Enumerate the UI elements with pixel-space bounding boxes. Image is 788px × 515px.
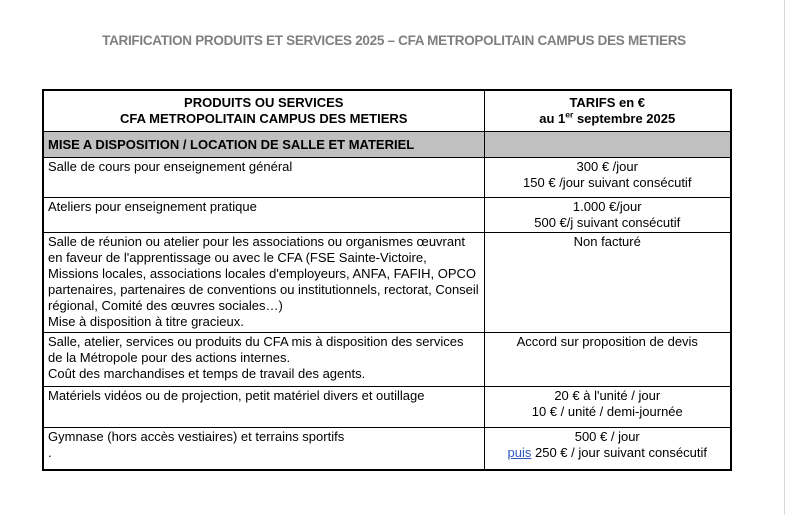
tarif-cell: 300 € /jour 150 € /jour suivant consécuti… — [483, 157, 732, 198]
header-products-services: PRODUITS OU SERVICES CFA METROPOLITAIN C… — [42, 89, 485, 132]
service-text-line: Salle de réunion ou atelier pour les ass… — [48, 234, 479, 313]
tarif-text-line: 20 € à l'unité / jour — [554, 388, 661, 403]
header-tarifs-line2: au 1er septembre 2025 — [539, 109, 676, 126]
tarif-cell: Accord sur proposition de devis — [483, 332, 732, 387]
service-cell: Salle de réunion ou atelier pour les ass… — [42, 232, 485, 333]
table-row: Gymnase (hors accès vestiaires) et terra… — [42, 427, 732, 470]
tarif-text-line: Non facturé — [573, 234, 641, 249]
tarif-cell: 1.000 €/jour 500 €/j suivant consécutif — [483, 197, 732, 233]
service-text-line: Mise à disposition à titre gracieux. — [48, 314, 244, 329]
tarif-cell: 20 € à l'unité / jour 10 € / unité / demi… — [483, 386, 732, 428]
service-cell: Salle de cours pour enseignement général — [42, 157, 485, 198]
tarif-cell: 500 € / jour puis 250 € / jour suivant co… — [483, 427, 732, 470]
service-text-line: Ateliers pour enseignement pratique — [48, 199, 257, 214]
service-cell: Matériels vidéos ou de projection, petit… — [42, 386, 485, 428]
table-row: Matériels vidéos ou de projection, petit… — [42, 386, 732, 428]
header-products-line1: PRODUITS OU SERVICES — [184, 95, 344, 110]
service-cell: Ateliers pour enseignement pratique — [42, 197, 485, 233]
table-row: Salle de réunion ou atelier pour les ass… — [42, 232, 732, 333]
table-row: Ateliers pour enseignement pratique 1.000… — [42, 197, 732, 233]
service-text-line: Gymnase (hors accès vestiaires) et terra… — [48, 429, 345, 444]
service-text-line: . — [48, 445, 52, 460]
tarification-table: PRODUITS OU SERVICES CFA METROPOLITAIN C… — [42, 89, 732, 471]
document-title: TARIFICATION PRODUITS ET SERVICES 2025 –… — [102, 33, 686, 48]
table-header-row: PRODUITS OU SERVICES CFA METROPOLITAIN C… — [42, 89, 732, 132]
tarif-text-line: 10 € / unité / demi-journée — [531, 404, 683, 419]
superscript-er: er — [565, 109, 574, 120]
service-text-line: Coût des marchandises et temps de travai… — [48, 366, 366, 381]
header-tarifs: TARIFS en € au 1er septembre 2025 — [483, 89, 732, 132]
table-row: Salle, atelier, services ou produits du … — [42, 332, 732, 387]
tarif-text-line: 500 €/j suivant consécutif — [534, 215, 681, 230]
table-row: Salle de cours pour enseignement général… — [42, 157, 732, 198]
header-tarifs-line1: TARIFS en € — [569, 95, 646, 110]
section-row: MISE A DISPOSITION / LOCATION DE SALLE E… — [42, 131, 732, 158]
tarif-text-line: 150 € /jour suivant consécutif — [523, 175, 692, 190]
tarif-cell: Non facturé — [483, 232, 732, 333]
header-products-line2: CFA METROPOLITAIN CAMPUS DES METIERS — [120, 111, 408, 126]
page-edge-line — [784, 0, 785, 515]
tarif-text-line: puis 250 € / jour suivant consécutif — [507, 445, 707, 460]
section-empty-cell — [483, 131, 732, 158]
tarif-text-line: 500 € / jour — [574, 429, 640, 444]
service-text-line: Salle, atelier, services ou produits du … — [48, 334, 464, 365]
tarif-text-line: Accord sur proposition de devis — [516, 334, 698, 349]
service-text-line: Salle de cours pour enseignement général — [48, 159, 293, 174]
tarif-text-line: 300 € /jour — [576, 159, 638, 174]
service-cell: Gymnase (hors accès vestiaires) et terra… — [42, 427, 485, 470]
section-title: MISE A DISPOSITION / LOCATION DE SALLE E… — [42, 131, 485, 158]
service-cell: Salle, atelier, services ou produits du … — [42, 332, 485, 387]
tarif-text-line: 1.000 €/jour — [572, 199, 642, 214]
service-text-line: Matériels vidéos ou de projection, petit… — [48, 388, 425, 403]
table-body: PRODUITS OU SERVICES CFA METROPOLITAIN C… — [42, 89, 732, 470]
